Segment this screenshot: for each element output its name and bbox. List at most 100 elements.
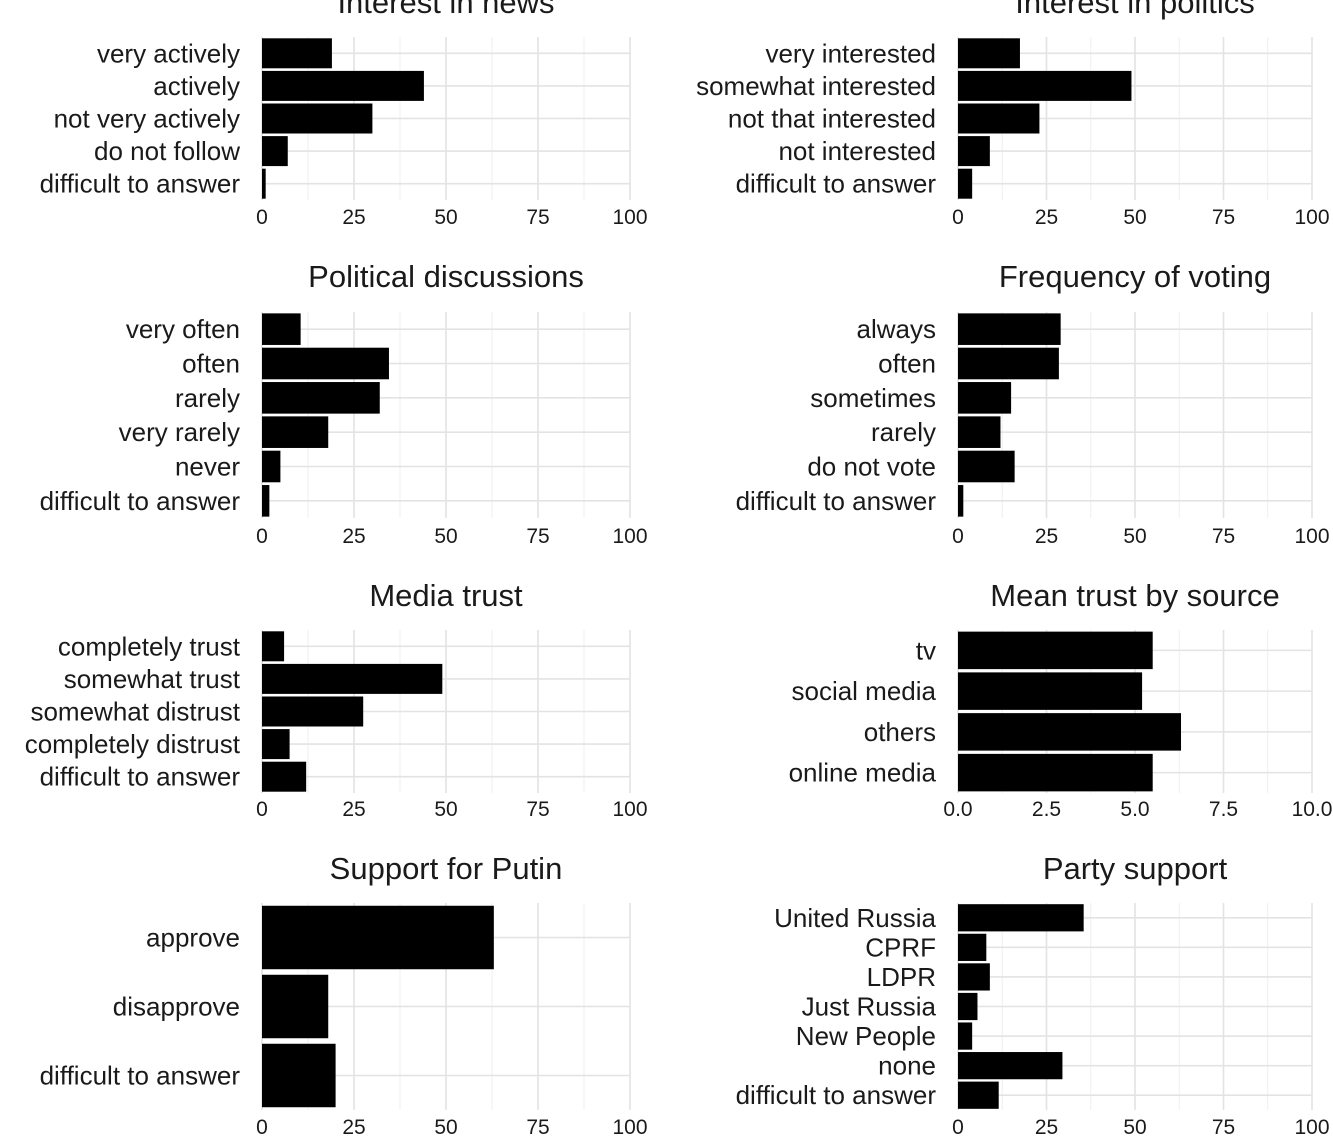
category-label: very rarely (119, 417, 240, 447)
x-tick-label: 50 (1123, 1116, 1146, 1136)
x-tick-label: 50 (434, 1116, 457, 1136)
x-tick-label: 0 (952, 1116, 964, 1136)
bar-ldpr (958, 963, 990, 991)
bar-very-rarely (262, 416, 329, 448)
bar-somewhat-distrust (262, 696, 364, 727)
bar-difficult-to-answer (262, 168, 266, 199)
chart-panel-interest-in-news: Interest in news very activelyactivelynot… (40, 0, 648, 229)
category-label: New People (796, 1021, 936, 1051)
x-tick-label: 50 (1123, 206, 1146, 229)
chart-title: Media trust (369, 578, 523, 613)
bar-somewhat-trust (262, 663, 443, 694)
category-label: others (864, 717, 936, 747)
chart-title: Support for Putin (330, 851, 563, 886)
bar-cprf (958, 933, 987, 961)
bar-approve (262, 905, 494, 970)
bar-rarely (958, 416, 1001, 448)
x-tick-label: 50 (1123, 525, 1146, 548)
chart-title: Party support (1043, 851, 1228, 886)
category-label: do not follow (94, 136, 240, 166)
bar-others (958, 713, 1182, 751)
category-label: difficult to answer (40, 762, 241, 792)
category-label: always (857, 314, 936, 344)
chart-title: Interest in politics (1015, 0, 1255, 20)
category-label: very often (126, 314, 240, 344)
chart-panel-political-discussions: Political discussions very often often rare… (40, 259, 648, 548)
x-tick-label: 50 (434, 525, 457, 548)
category-label: somewhat interested (696, 71, 936, 101)
chart-title: Political discussions (308, 259, 584, 294)
bar-social-media (958, 672, 1143, 710)
bar-do-not-follow (262, 136, 288, 167)
category-label: never (175, 452, 240, 482)
chart-title: Frequency of voting (999, 259, 1271, 294)
category-label: difficult to answer (736, 169, 937, 199)
category-label: difficult to answer (40, 169, 241, 199)
x-tick-label: 75 (1212, 525, 1235, 548)
x-tick-label: 100 (1294, 1116, 1329, 1136)
category-label: rarely (175, 383, 240, 413)
x-tick-label: 0 (952, 525, 964, 548)
category-label: difficult to answer (40, 486, 241, 516)
category-label: none (878, 1051, 936, 1081)
x-tick-label: 25 (342, 1116, 365, 1136)
category-label: difficult to answer (736, 486, 937, 516)
x-tick-label: 50 (434, 206, 457, 229)
chart-title: Mean trust by source (990, 578, 1279, 613)
x-tick-label: 25 (342, 206, 365, 229)
bar-difficult-to-answer (262, 485, 270, 517)
category-label: do not vote (807, 452, 936, 482)
x-tick-label: 100 (1294, 206, 1329, 229)
category-label: LDPR (867, 962, 936, 992)
bar-rarely (262, 382, 380, 414)
category-label: very actively (97, 38, 240, 68)
category-label: United Russia (774, 903, 936, 933)
chart-panel-frequency-of-voting: Frequency of voting always often sometimes r… (736, 259, 1330, 548)
x-tick-label: 75 (1212, 206, 1235, 229)
x-tick-label: 100 (1294, 525, 1329, 548)
chart-panel-mean-trust-by-source: Mean trust by source tv social media others… (789, 578, 1333, 821)
category-label: difficult to answer (40, 1061, 241, 1091)
bar-united-russia (958, 904, 1084, 932)
bar-actively (262, 70, 424, 101)
bar-tv (958, 631, 1153, 670)
x-tick-label: 25 (342, 525, 365, 548)
chart-panel-interest-in-politics: Interest in politics very interestedsomew… (696, 0, 1329, 229)
chart-panel-support-for-putin: Support for Putin approve disapprove diffic… (40, 851, 648, 1136)
bar-not-very-actively (262, 103, 373, 134)
category-label: often (878, 349, 936, 379)
bar-difficult-to-answer (958, 168, 973, 199)
x-tick-label: 100 (612, 1116, 647, 1136)
x-tick-label: 25 (1035, 206, 1058, 229)
x-tick-label: 100 (612, 206, 647, 229)
x-tick-label: 5.0 (1120, 798, 1149, 821)
category-label: not very actively (54, 104, 240, 134)
x-tick-label: 25 (1035, 1116, 1058, 1136)
category-label: somewhat distrust (30, 697, 240, 727)
bar-difficult-to-answer (958, 1081, 999, 1109)
bar-sometimes (958, 382, 1012, 414)
category-label: tv (916, 635, 936, 665)
bar-difficult-to-answer (262, 1043, 336, 1108)
category-label: completely distrust (25, 729, 241, 759)
category-label: Just Russia (802, 992, 937, 1022)
category-label: not that interested (728, 104, 936, 134)
category-label: rarely (871, 417, 936, 447)
bar-disapprove (262, 974, 329, 1039)
category-label: sometimes (810, 383, 936, 413)
x-tick-label: 7.5 (1209, 798, 1238, 821)
category-label: CPRF (865, 932, 936, 962)
bar-very-often (262, 313, 301, 345)
category-label: online media (789, 758, 937, 788)
bar-online-media (958, 753, 1153, 792)
x-tick-label: 10.0 (1292, 798, 1333, 821)
bar-very-interested (958, 38, 1020, 69)
category-label: often (182, 349, 240, 379)
bar-completely-distrust (262, 729, 290, 760)
x-tick-label: 75 (526, 206, 549, 229)
x-tick-label: 75 (526, 525, 549, 548)
category-label: difficult to answer (736, 1080, 937, 1110)
bar-always (958, 313, 1061, 345)
